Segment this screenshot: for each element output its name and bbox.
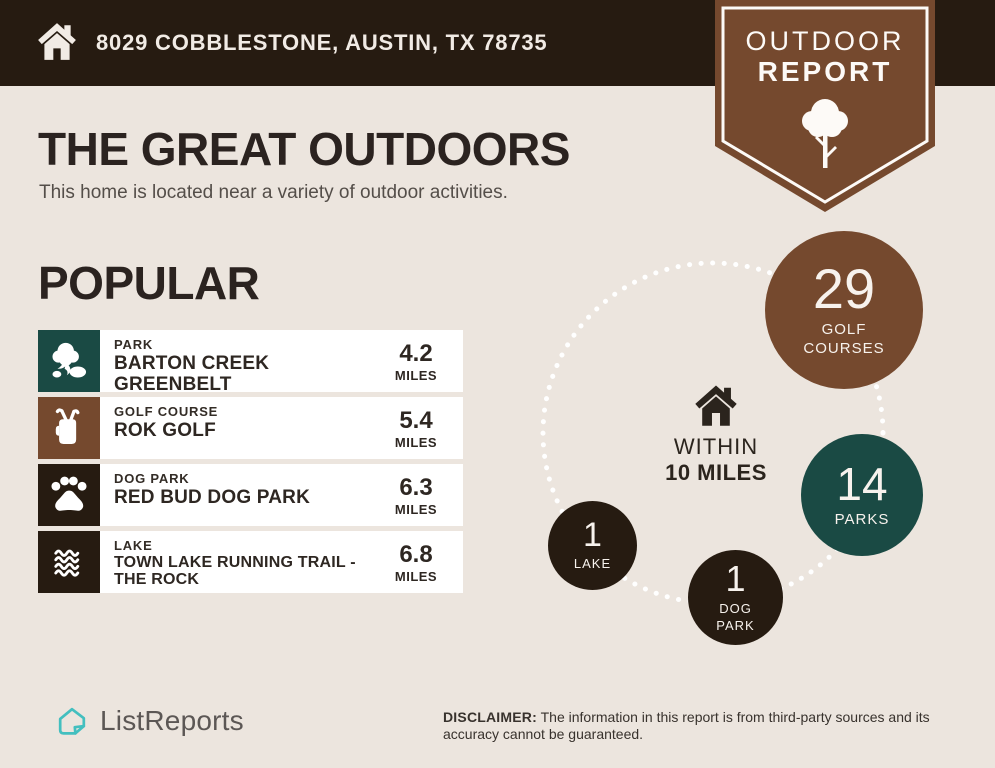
page-title: THE GREAT OUTDOORS — [38, 123, 570, 175]
list-item-golf[interactable]: GOLF COURSE ROK GOLF 5.4 MILES — [38, 397, 463, 459]
distance: 6.3 MILES — [375, 464, 463, 526]
category-label: PARK — [114, 337, 154, 352]
pennant-shape — [715, 0, 935, 212]
popular-heading: POPULAR — [38, 257, 260, 309]
bubble-parks[interactable]: 14 PARKS — [801, 434, 923, 556]
bubble-lake[interactable]: 1 LAKE — [548, 501, 637, 590]
page-subtitle: This home is located near a variety of o… — [39, 182, 508, 203]
distance-value: 6.3 — [399, 473, 433, 501]
bubble-label: GOLF COURSES — [803, 321, 885, 357]
within-text: WITHIN — [673, 434, 759, 459]
home-icon — [36, 22, 78, 65]
bubble-count: 1 — [583, 516, 602, 555]
list-item-text: GOLF COURSE ROK GOLF — [100, 397, 375, 459]
bubble-count: 14 — [836, 457, 888, 510]
place-name: TOWN LAKE RUNNING TRAIL - THE ROCK — [114, 554, 356, 588]
outdoor-report-badge: OUTDOOR REPORT — [715, 0, 935, 216]
distance-unit: MILES — [394, 568, 438, 584]
place-name: BARTON CREEK GREENBELT — [114, 353, 270, 392]
bubble-label: LAKE — [573, 556, 612, 572]
distance: 6.8 MILES — [375, 531, 463, 593]
bubble-dog-park[interactable]: 1 DOG PARK — [688, 550, 783, 645]
distance: 4.2 MILES — [375, 330, 463, 392]
category-label: GOLF COURSE — [114, 404, 219, 419]
list-item-park[interactable]: PARK BARTON CREEK GREENBELT 4.2 MILES — [38, 330, 463, 392]
list-item-lake[interactable]: LAKE TOWN LAKE RUNNING TRAIL - THE ROCK … — [38, 531, 463, 593]
listreports-brand[interactable]: ListReports — [54, 701, 244, 741]
distance: 5.4 MILES — [375, 397, 463, 459]
bubble-count: 1 — [725, 558, 746, 600]
paw-icon — [38, 464, 100, 526]
place-name: ROK GOLF — [114, 420, 216, 441]
bubble-golf-courses[interactable]: 29 GOLF COURSES — [765, 231, 923, 389]
distance-value: 6.8 — [399, 540, 433, 568]
bubble-label: DOG PARK — [716, 601, 755, 633]
distance-value: 4.2 — [399, 339, 433, 367]
tree-icon — [802, 99, 848, 168]
list-item-text: LAKE TOWN LAKE RUNNING TRAIL - THE ROCK — [100, 531, 375, 593]
list-item-text: PARK BARTON CREEK GREENBELT — [100, 330, 375, 392]
badge-line2: REPORT — [757, 56, 893, 87]
distance-unit: MILES — [394, 367, 438, 383]
golf-bag-icon — [38, 397, 100, 459]
disclaimer: DISCLAIMER: The information in this repo… — [443, 709, 959, 743]
miles-text: 10 MILES — [665, 460, 767, 485]
listreports-logo-icon — [58, 707, 86, 735]
list-item-dog-park[interactable]: DOG PARK RED BUD DOG PARK 6.3 MILES — [38, 464, 463, 526]
radius-center-label: WITHIN 10 MILES — [636, 384, 796, 486]
bubble-label: PARKS — [834, 510, 890, 528]
waves-icon — [38, 531, 100, 593]
category-label: LAKE — [114, 538, 153, 553]
disclaimer-label: DISCLAIMER: — [443, 709, 537, 725]
distance-value: 5.4 — [399, 406, 433, 434]
category-label: DOG PARK — [114, 471, 190, 486]
bubble-count: 29 — [812, 257, 876, 321]
brand-name: ListReports — [100, 705, 244, 736]
popular-list: PARK BARTON CREEK GREENBELT 4.2 MILES — [38, 330, 463, 598]
property-address: 8029 COBBLESTONE, AUSTIN, TX 78735 — [96, 30, 548, 55]
home-marker-icon — [695, 385, 737, 426]
place-name: RED BUD DOG PARK — [114, 487, 311, 508]
distance-unit: MILES — [394, 501, 438, 517]
disclaimer-text: The information in this report is from t… — [443, 709, 930, 742]
list-item-text: DOG PARK RED BUD DOG PARK — [100, 464, 375, 526]
distance-unit: MILES — [394, 434, 438, 450]
park-trees-icon — [38, 330, 100, 392]
badge-line1: OUTDOOR — [745, 26, 905, 56]
